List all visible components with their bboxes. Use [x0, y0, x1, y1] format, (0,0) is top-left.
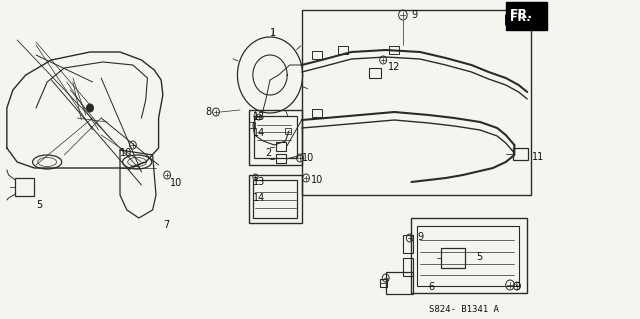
- Bar: [312, 109, 323, 117]
- Text: 13: 13: [253, 112, 265, 122]
- Text: 11: 11: [531, 152, 544, 162]
- Bar: [253, 180, 298, 218]
- Text: S824- B1341 A: S824- B1341 A: [429, 305, 499, 314]
- Bar: [248, 175, 301, 223]
- Bar: [276, 154, 286, 163]
- Text: 5: 5: [476, 252, 482, 262]
- Bar: [301, 10, 531, 195]
- Bar: [15, 178, 35, 196]
- Bar: [380, 279, 387, 287]
- Text: 9: 9: [412, 10, 417, 20]
- Bar: [389, 46, 399, 54]
- Bar: [369, 68, 381, 78]
- Text: 10: 10: [301, 153, 314, 163]
- Bar: [248, 110, 301, 165]
- Bar: [403, 258, 413, 276]
- Bar: [312, 51, 323, 59]
- Bar: [338, 46, 348, 54]
- Bar: [442, 248, 465, 268]
- FancyArrow shape: [506, 12, 545, 28]
- Text: 10: 10: [120, 148, 132, 158]
- Text: FR.: FR.: [510, 13, 531, 23]
- Text: 13: 13: [253, 177, 265, 187]
- Text: FR.: FR.: [510, 8, 533, 21]
- Text: 5: 5: [36, 200, 42, 210]
- Text: 10: 10: [170, 178, 182, 188]
- Bar: [285, 128, 291, 134]
- Text: 6: 6: [429, 282, 435, 292]
- Text: 8: 8: [205, 107, 212, 117]
- Text: 2: 2: [266, 148, 272, 158]
- Text: 1: 1: [270, 28, 276, 38]
- Bar: [403, 235, 413, 253]
- Text: 9: 9: [417, 232, 424, 242]
- Text: 7: 7: [163, 220, 169, 230]
- Text: 14: 14: [253, 193, 265, 203]
- Circle shape: [86, 104, 93, 112]
- Bar: [248, 122, 255, 128]
- FancyBboxPatch shape: [506, 2, 547, 30]
- Bar: [386, 272, 413, 294]
- Bar: [253, 116, 296, 158]
- Bar: [412, 218, 527, 293]
- Text: 14: 14: [253, 128, 265, 138]
- Bar: [276, 142, 286, 151]
- Text: 10: 10: [311, 175, 323, 185]
- Bar: [513, 148, 528, 160]
- Bar: [417, 226, 518, 286]
- Text: 9: 9: [515, 282, 520, 292]
- Text: 12: 12: [387, 62, 400, 72]
